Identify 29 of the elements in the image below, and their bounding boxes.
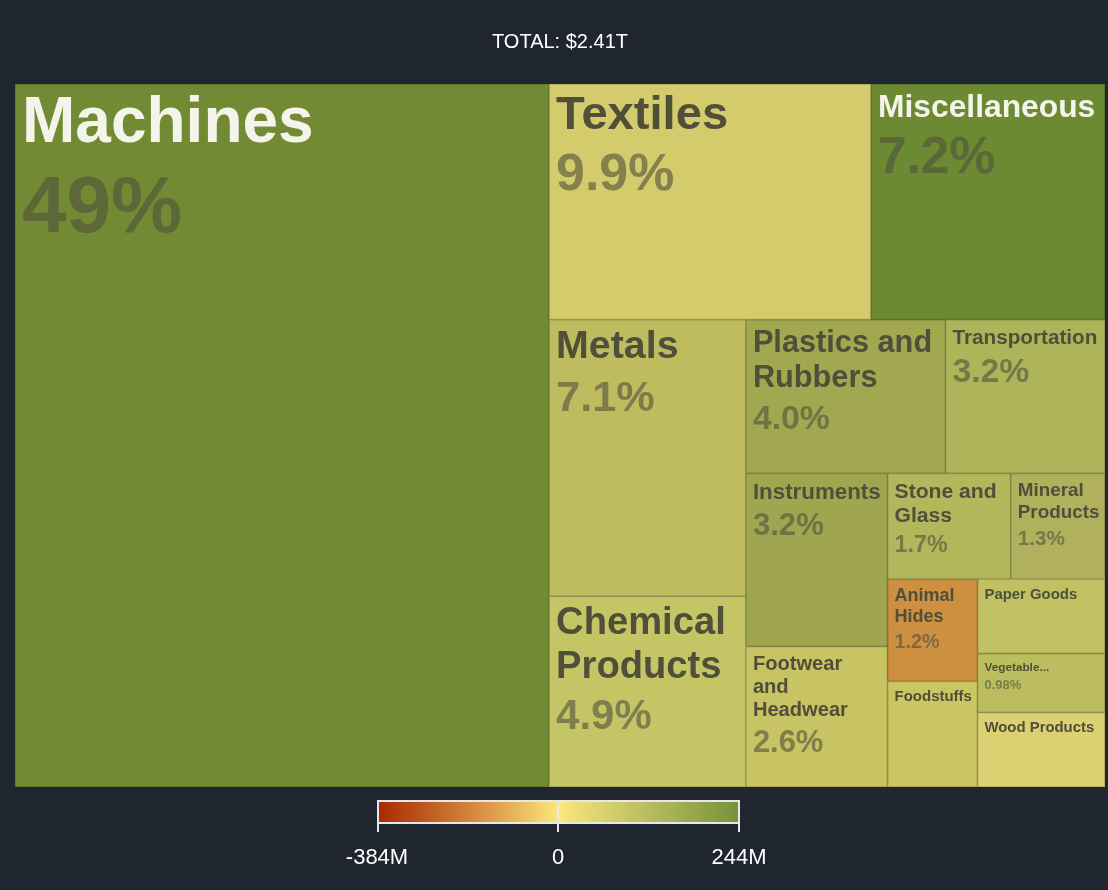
category-label: Metals — [556, 322, 679, 367]
category-label: Mineral Products — [1017, 478, 1100, 522]
category-label: Plastics and Rubbers — [752, 323, 933, 394]
category-label: Transportation — [952, 324, 1098, 348]
category-label: Machines — [22, 83, 314, 156]
data-label: 3.2% — [952, 350, 1030, 389]
data-label: 9.9% — [556, 143, 675, 202]
data-label: 1.2% — [894, 629, 941, 652]
category-label: Footwear and Headwear — [752, 652, 849, 721]
text: TOTAL: $2.41T — [492, 29, 628, 52]
text: -384M — [345, 844, 409, 870]
data-label: 1.7% — [894, 531, 948, 558]
data-label: 0.98% — [984, 677, 1022, 693]
category-label: Vegetable... — [984, 659, 1050, 673]
data-label: 1.3% — [1017, 525, 1066, 549]
category-label: Textiles — [556, 85, 729, 139]
category-label: Instruments — [752, 478, 881, 504]
text: 244M — [711, 844, 767, 870]
category-label: Foodstuffs — [894, 686, 972, 704]
text: 0 — [551, 844, 565, 870]
data-label: 7.1% — [556, 371, 655, 420]
category-label: Miscellaneous — [877, 87, 1096, 124]
category-label: Stone and Glass — [894, 478, 997, 527]
data-label: 4.9% — [556, 690, 652, 738]
category-label: Wood Products — [984, 719, 1095, 736]
data-label: 2.6% — [752, 723, 824, 759]
category-label: Paper Goods — [984, 585, 1078, 602]
category-label: Animal Hides — [894, 585, 955, 626]
category-label: Chemical Products — [556, 598, 726, 686]
